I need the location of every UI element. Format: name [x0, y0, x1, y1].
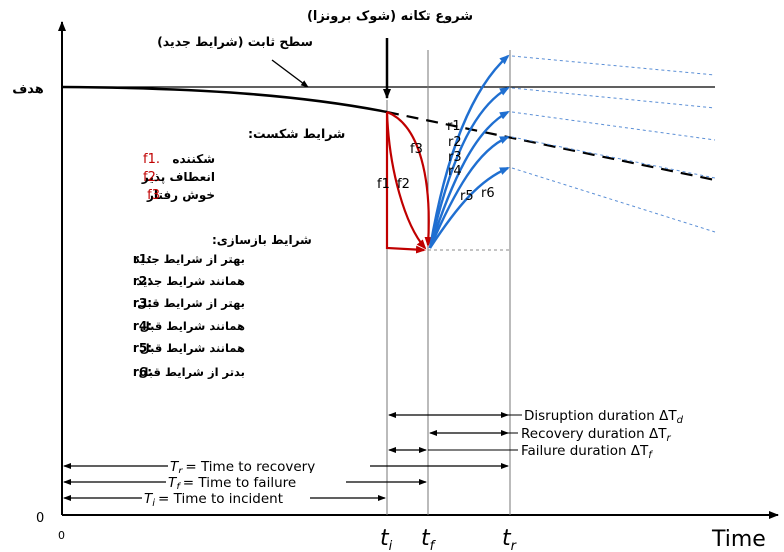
failure-item-2: انعطاف پذیر — [141, 170, 215, 184]
label-r4: r4 — [448, 164, 462, 179]
disruption-duration-label: Disruption duration ΔTd — [524, 408, 684, 426]
ttr-label-bg — [168, 457, 370, 474]
zero-y-label: 0 — [36, 511, 44, 526]
recovery-heading: شرایط بازسازی: — [212, 233, 312, 247]
recovery-item-3: بهتر از شرایط قبل — [137, 296, 245, 310]
failure-heading: شرایط شکست: — [248, 126, 345, 141]
recovery-code-6: r6: — [133, 365, 152, 379]
failure-curve-f3 — [386, 110, 433, 247]
time-to-recovery-label: Tr = Time to recovery — [170, 459, 315, 477]
failure-item-3: خوش رفتار — [146, 188, 215, 203]
shock-title: شروع تکانه (شوک برونزا) — [307, 9, 473, 24]
recovery-curve-2 — [428, 86, 510, 249]
label-r5: r5 — [460, 189, 474, 204]
ttf-label-bg — [166, 473, 346, 490]
label-f2: f2 — [397, 177, 410, 192]
time-to-incident-label: Ti = Time to incident — [144, 491, 283, 509]
recovery-code-4: r4: — [133, 319, 152, 333]
trend-dotted-5 — [511, 167, 716, 233]
trend-dotted-1 — [511, 55, 716, 76]
recovery-code-1: r1: — [133, 252, 152, 266]
zero-x-label: 0 — [58, 529, 65, 542]
recovery-curve-5 — [428, 166, 510, 249]
tf-label: tf — [421, 526, 437, 552]
recovery-curve-3 — [428, 110, 510, 249]
label-r6: r6 — [481, 186, 495, 201]
recovery-code-2: r2: — [133, 274, 152, 288]
trend-dotted-2 — [511, 87, 716, 109]
tti-label-bg — [142, 489, 310, 506]
failure-legend: شکننده f1. انعطاف پذیر f2. خوش رفتار f3 — [141, 152, 215, 203]
label-r1: r1 — [447, 119, 461, 134]
new-level-label: سطح ثابت (شرایط جدید) — [157, 34, 313, 49]
recovery-duration-label: Recovery duration ΔTr — [521, 426, 671, 444]
recovery-code-3: r3: — [133, 296, 152, 310]
time-to-failure-label: Tf = Time to failure — [168, 475, 296, 493]
recovery-item-4: همانند شرایط قبل — [140, 319, 245, 333]
recovery-item-1: بهتر از شرایط جدید — [134, 252, 245, 266]
failure-curve-f1 — [385, 112, 426, 254]
label-f1: f1 — [377, 177, 390, 192]
time-axis-label: Time — [711, 527, 766, 552]
label-f3: f3 — [410, 142, 423, 157]
recovery-item-5: همانند شرایط قبل — [140, 341, 245, 355]
recovery-curve-4 — [428, 135, 510, 249]
label-r2: r2 — [448, 135, 462, 150]
trend-dotted-4 — [511, 136, 716, 179]
tr-label: tr — [502, 526, 518, 552]
performance-curve — [61, 85, 388, 114]
failure-item-1: شکننده — [172, 152, 215, 166]
label-r3: r3 — [448, 150, 462, 165]
recovery-curve-1 — [428, 54, 510, 249]
failure-code-1: f1. — [143, 152, 160, 167]
new-trend-dashed — [386, 110, 716, 182]
recovery-legend: بهتر از شرایط جدید r1: همانند شرایط جدید… — [133, 252, 245, 379]
failure-duration-label: Failure duration ΔTf — [521, 443, 653, 461]
target-label: هدف — [12, 82, 44, 97]
recovery-item-6: بدتر از شرایط قبل — [138, 365, 245, 379]
recovery-item-2: همانند شرایط جدید — [136, 274, 245, 288]
trend-dotted-3 — [511, 111, 716, 141]
failure-code-2: f2. — [143, 170, 160, 185]
failure-code-3: f3 — [147, 188, 160, 203]
failure-curve-f2 — [385, 111, 427, 250]
ti-label: ti — [380, 526, 393, 552]
new-level-pointer — [271, 59, 309, 88]
recovery-code-5: r5: — [133, 341, 152, 355]
